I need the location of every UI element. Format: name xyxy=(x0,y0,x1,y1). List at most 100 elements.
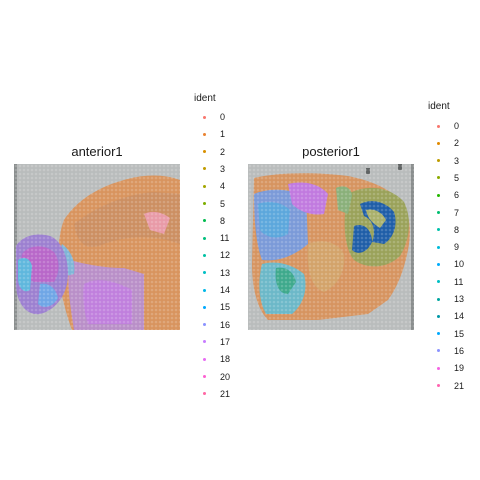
legend-swatch xyxy=(202,184,206,188)
legend-label: 3 xyxy=(454,155,460,166)
legend-swatch xyxy=(436,228,440,232)
legend-label: 21 xyxy=(220,388,231,399)
legend-label: 20 xyxy=(220,371,231,382)
legend-label: 13 xyxy=(220,267,231,278)
legend-swatch xyxy=(202,167,206,171)
legend-label: 0 xyxy=(220,112,226,122)
legend-swatch xyxy=(202,271,206,275)
legend-swatch xyxy=(436,245,440,249)
legend-key xyxy=(198,146,210,158)
legend-swatch xyxy=(202,357,206,361)
spot-grid xyxy=(248,164,414,330)
legend-title-anterior1: ident xyxy=(194,93,216,104)
legend-label: 3 xyxy=(220,163,226,174)
legend-item: 8 xyxy=(432,222,459,238)
legend-item: 4 xyxy=(198,178,225,194)
legend-key xyxy=(432,276,444,288)
legend-label: 15 xyxy=(220,302,231,313)
legend-key xyxy=(432,310,444,322)
legend-swatch xyxy=(202,236,206,240)
legend-key xyxy=(198,284,210,296)
legend-item: 11 xyxy=(198,230,229,246)
legend-label: 5 xyxy=(454,172,460,183)
legend-item: 20 xyxy=(198,369,230,385)
legend-label: 15 xyxy=(454,328,465,339)
legend-label: 21 xyxy=(454,380,465,391)
legend-item: 10 xyxy=(432,256,464,272)
legend-label: 4 xyxy=(220,181,226,192)
legend-item: 12 xyxy=(198,247,230,263)
legend-key xyxy=(198,301,210,313)
legend-item: 5 xyxy=(432,170,459,186)
legend-swatch xyxy=(202,288,206,292)
legend-key xyxy=(432,155,444,167)
legend-label: 7 xyxy=(454,207,460,218)
legend-swatch xyxy=(436,366,440,370)
legend-item: 13 xyxy=(198,265,230,281)
legend-swatch xyxy=(202,219,206,223)
legend-label: 16 xyxy=(454,345,465,356)
legend-swatch xyxy=(436,176,440,180)
legend-label: 11 xyxy=(454,276,464,287)
legend-item: 3 xyxy=(198,161,225,177)
legend-key xyxy=(432,293,444,305)
legend-key xyxy=(432,207,444,219)
legend-item: 8 xyxy=(198,213,225,229)
legend-key xyxy=(432,362,444,374)
legend-item: 16 xyxy=(432,343,464,359)
legend-swatch xyxy=(202,340,206,344)
legend-label: 8 xyxy=(220,215,226,226)
legend-item: 0 xyxy=(198,109,225,125)
legend-label: 1 xyxy=(220,129,226,140)
legend-key xyxy=(432,241,444,253)
legend-item: 2 xyxy=(432,135,459,151)
legend-key xyxy=(198,336,210,348)
legend-label: 5 xyxy=(220,198,226,209)
legend-key xyxy=(198,267,210,279)
legend-swatch xyxy=(436,332,440,336)
legend-key xyxy=(432,258,444,270)
legend-key xyxy=(432,189,444,201)
legend-swatch xyxy=(202,375,206,378)
legend-label: 18 xyxy=(220,354,231,365)
legend-swatch xyxy=(436,124,440,128)
legend-item: 15 xyxy=(432,326,464,342)
legend-label: 0 xyxy=(454,121,460,131)
legend-key xyxy=(198,180,210,192)
legend-key xyxy=(198,388,210,400)
legend-item: 3 xyxy=(432,153,459,169)
legend-label: 6 xyxy=(454,190,460,201)
legend-item: 16 xyxy=(198,317,230,333)
legend-item: 7 xyxy=(432,205,459,221)
legend-item: 13 xyxy=(432,291,464,307)
legend-key xyxy=(432,120,444,132)
legend-swatch xyxy=(436,211,440,214)
legend-item: 17 xyxy=(198,334,230,350)
legend-key xyxy=(198,249,210,261)
legend-item: 21 xyxy=(198,386,230,402)
legend-label: 2 xyxy=(454,138,460,149)
legend-key xyxy=(198,232,210,244)
legend-item: 21 xyxy=(432,378,464,394)
legend-label: 14 xyxy=(220,285,231,295)
legend-key xyxy=(432,328,444,340)
legend-item: 11 xyxy=(432,274,463,290)
legend-label: 2 xyxy=(220,146,226,157)
legend-swatch xyxy=(202,132,206,136)
legend-label: 19 xyxy=(454,363,465,374)
legend-item: 2 xyxy=(198,144,225,160)
legend-item: 14 xyxy=(198,282,230,298)
legend-item: 0 xyxy=(432,118,459,134)
legend-label: 9 xyxy=(454,242,460,253)
legend-key xyxy=(198,128,210,140)
legend-label: 12 xyxy=(220,250,231,261)
legend-item: 9 xyxy=(432,239,459,255)
panel-title-posterior1: posterior1 xyxy=(302,144,360,159)
legend-label: 14 xyxy=(454,311,465,322)
legend-swatch xyxy=(436,262,440,266)
legend-key xyxy=(198,319,210,331)
legend-label: 8 xyxy=(454,224,460,235)
legend-item: 14 xyxy=(432,308,464,324)
legend-swatch xyxy=(436,384,440,387)
legend-label: 11 xyxy=(220,233,230,244)
